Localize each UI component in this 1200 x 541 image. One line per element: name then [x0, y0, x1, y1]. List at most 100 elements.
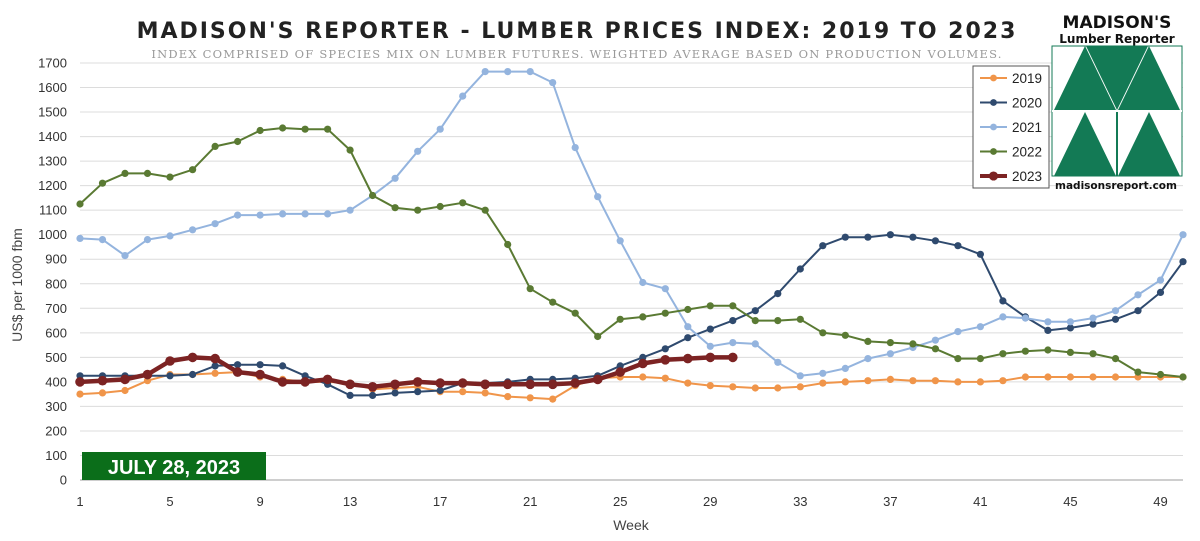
data-point-2019-week-43: [1021, 373, 1029, 381]
data-point-2023-week-14: [367, 382, 378, 392]
data-point-2023-week-3: [120, 374, 130, 385]
data-point-2019-week-3: [121, 386, 129, 395]
logo-triangle-lower-left: [1054, 112, 1116, 176]
data-point-2021-week-31: [751, 340, 759, 348]
data-point-2023-week-28: [683, 353, 693, 364]
data-point-2022-week-7: [211, 142, 219, 150]
data-point-2021-week-48: [1134, 291, 1142, 299]
y-tick-label: 1100: [39, 203, 67, 218]
logo-subtitle: Lumber Reporter: [1059, 32, 1175, 46]
data-point-2021-week-34: [819, 369, 827, 377]
data-point-2023-week-18: [457, 378, 468, 388]
data-point-2022-week-12: [324, 125, 332, 133]
madisons-logo: MADISON'S Lumber Reporter madisonsreport…: [1051, 13, 1183, 192]
data-point-2023-week-30: [728, 352, 738, 363]
data-point-2020-week-8: [234, 361, 242, 369]
legend-item-2019: 2019: [980, 71, 1042, 86]
data-point-2023-week-12: [322, 374, 333, 385]
data-point-2020-week-49: [1156, 288, 1165, 296]
data-point-2021-week-20: [504, 68, 512, 76]
data-point-2021-week-46: [1089, 314, 1097, 322]
data-point-2022-week-48: [1134, 368, 1142, 376]
data-point-2021-week-16: [414, 147, 422, 155]
y-tick-label: 400: [45, 374, 67, 389]
data-point-2022-week-22: [549, 298, 557, 306]
legend-item-2020: 2020: [980, 96, 1042, 111]
legend-item-2022: 2022: [980, 145, 1042, 160]
data-point-2019-week-21: [526, 394, 534, 402]
data-point-2022-week-31: [751, 317, 759, 325]
data-point-2022-week-10: [279, 124, 287, 132]
data-point-2023-week-27: [660, 355, 671, 365]
data-point-2022-week-39: [931, 345, 940, 353]
data-point-2021-week-28: [684, 323, 692, 331]
y-tick-label: 600: [45, 325, 67, 340]
data-point-2021-week-32: [774, 358, 782, 366]
data-point-2022-week-20: [504, 240, 512, 249]
series-line-2022: [79, 127, 1184, 378]
y-tick-label: 200: [45, 423, 67, 438]
data-point-2022-week-21: [526, 285, 534, 293]
data-point-2022-week-15: [391, 204, 399, 212]
data-point-2022-week-50: [1179, 373, 1187, 381]
data-point-2021-week-40: [954, 328, 962, 336]
data-point-2020-week-9: [256, 361, 264, 369]
data-point-2021-week-36: [864, 355, 872, 363]
data-point-2022-week-19: [481, 206, 489, 214]
data-point-2021-week-49: [1156, 276, 1165, 284]
data-point-2021-week-37: [886, 350, 895, 358]
data-point-2019-week-38: [909, 377, 917, 385]
data-point-2023-week-22: [547, 379, 558, 390]
y-tick-label: 1000: [38, 227, 67, 242]
data-point-2022-week-33: [796, 315, 804, 323]
data-point-2021-week-21: [526, 68, 534, 76]
data-point-2019-week-18: [459, 388, 467, 396]
y-axis-ticks: 0 100 200 300 400 500 600 700 800 900 1000 1100 1200…: [38, 56, 67, 488]
x-tick-label: 49: [1153, 494, 1167, 509]
data-point-2020-week-35: [841, 233, 849, 241]
data-point-2021-week-27: [661, 285, 669, 293]
data-point-2022-week-13: [346, 146, 354, 154]
data-point-2019-week-41: [976, 378, 985, 386]
data-point-2022-week-40: [954, 355, 962, 363]
legend-label: 2022: [1012, 145, 1042, 160]
data-point-2020-week-14: [369, 391, 377, 399]
y-tick-label: 1200: [38, 178, 67, 193]
logo-triangle-lower-right: [1118, 112, 1180, 176]
x-tick-label: 17: [433, 494, 447, 509]
data-point-2022-week-32: [774, 317, 782, 325]
data-point-2020-week-48: [1134, 307, 1142, 315]
data-point-2020-week-6: [189, 370, 197, 379]
data-point-2020-week-17: [436, 386, 444, 395]
data-point-2023-week-26: [638, 358, 648, 369]
data-point-2021-week-17: [436, 125, 444, 133]
data-point-2023-week-5: [165, 356, 175, 366]
data-point-2022-week-43: [1021, 347, 1029, 355]
y-tick-label: 1600: [38, 80, 67, 95]
data-point-2022-week-11: [301, 125, 309, 133]
data-point-2022-week-5: [166, 173, 174, 181]
x-tick-label: 29: [703, 494, 717, 509]
y-tick-label: 1500: [38, 105, 67, 120]
data-point-2022-week-47: [1111, 355, 1120, 363]
data-point-2021-week-6: [189, 226, 197, 234]
data-point-2022-week-16: [414, 206, 422, 214]
x-tick-label: 37: [883, 494, 897, 509]
logo-name: MADISON'S: [1063, 13, 1172, 33]
data-point-2022-week-49: [1156, 370, 1165, 379]
data-point-2022-week-23: [571, 309, 579, 317]
data-point-2019-week-46: [1089, 373, 1097, 381]
series-line-2020: [79, 233, 1184, 397]
data-point-2021-week-47: [1111, 307, 1120, 315]
data-point-2019-week-1: [76, 390, 84, 398]
data-point-2023-week-16: [412, 377, 423, 387]
data-point-2021-week-30: [729, 339, 737, 347]
data-point-2023-week-4: [142, 369, 153, 380]
legend-item-2021: 2021: [980, 120, 1042, 135]
data-point-2023-week-8: [232, 367, 243, 377]
data-point-2023-week-23: [570, 378, 580, 388]
data-point-2023-week-13: [345, 379, 355, 390]
data-point-2019-week-28: [684, 379, 692, 387]
data-point-2021-week-43: [1021, 314, 1029, 322]
